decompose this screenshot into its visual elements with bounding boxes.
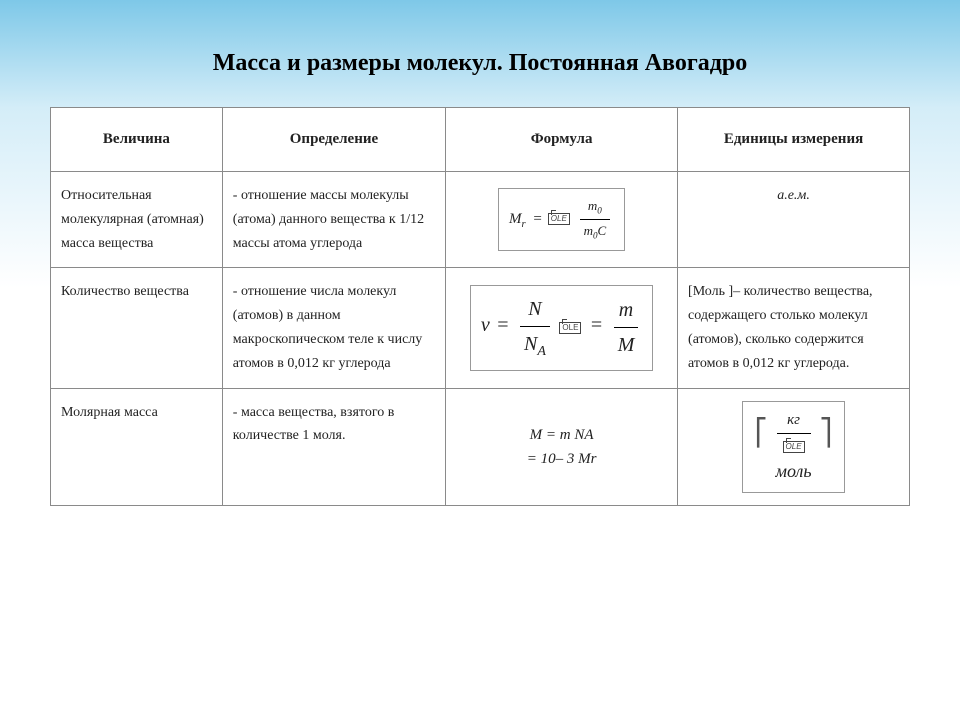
cell-quantity: Молярная масса (51, 388, 223, 506)
formula-line: = 10– 3 Mr (456, 447, 667, 471)
cell-quantity: Количество вещества (51, 268, 223, 388)
formula-lhs: M (509, 211, 522, 227)
table-row: Количество вещества - отношение числа мо… (51, 268, 910, 388)
bracket-icon: ⎡ (753, 418, 769, 448)
ole-icon: OLE (783, 441, 805, 453)
bracket-icon: ⎤ (818, 418, 834, 448)
cell-formula: M = m NA = 10– 3 Mr (446, 388, 678, 506)
cell-definition: - отношение массы молекулы (атома) данно… (222, 172, 445, 268)
units-box: ⎡ кг OLE ⎤ моль (742, 401, 844, 494)
frac-den: N (524, 333, 537, 355)
frac-num: N (520, 292, 550, 327)
formula-box: ν = N NA OLE = m M (470, 285, 654, 371)
frac-num-sub: 0 (597, 206, 602, 216)
frac-den-post: C (598, 223, 607, 238)
cell-quantity: Относительная молекулярная (атомная) мас… (51, 172, 223, 268)
cell-formula: ν = N NA OLE = m M (446, 268, 678, 388)
ole-icon: OLE (559, 322, 581, 334)
table-row: Относительная молекулярная (атомная) мас… (51, 172, 910, 268)
ole-icon: OLE (548, 213, 570, 225)
frac-den: M (614, 328, 639, 362)
table-row: Молярная масса - масса вещества, взятого… (51, 388, 910, 506)
cell-units: [Моль ]– количество вещества, содержащег… (678, 268, 910, 388)
formula-box: Mr =OLE m0 m0C (498, 188, 625, 251)
cell-units: ⎡ кг OLE ⎤ моль (678, 388, 910, 506)
col-header-definition: Определение (222, 108, 445, 172)
col-header-units: Единицы измерения (678, 108, 910, 172)
frac-num: m (614, 293, 639, 328)
cell-units: а.е.м. (678, 172, 910, 268)
cell-definition: - масса вещества, взятого в количестве 1… (222, 388, 445, 506)
page-title: Масса и размеры молекул. Постоянная Авог… (50, 50, 910, 77)
formula-lhs-sub: r (521, 219, 525, 230)
col-header-quantity: Величина (51, 108, 223, 172)
formula-lhs: ν (481, 314, 490, 336)
cell-formula: Mr =OLE m0 m0C (446, 172, 678, 268)
frac-den-sub: A (537, 344, 546, 359)
cell-definition: - отношение числа молекул (атомов) в дан… (222, 268, 445, 388)
frac-den: m (584, 223, 593, 238)
table-header-row: Величина Определение Формула Единицы изм… (51, 108, 910, 172)
units-num: кг (777, 408, 811, 435)
col-header-formula: Формула (446, 108, 678, 172)
formula-line: M = m NA (456, 423, 667, 447)
physics-table: Величина Определение Формула Единицы изм… (50, 107, 910, 506)
units-den: моль (753, 456, 833, 487)
frac-num: m (588, 198, 597, 213)
